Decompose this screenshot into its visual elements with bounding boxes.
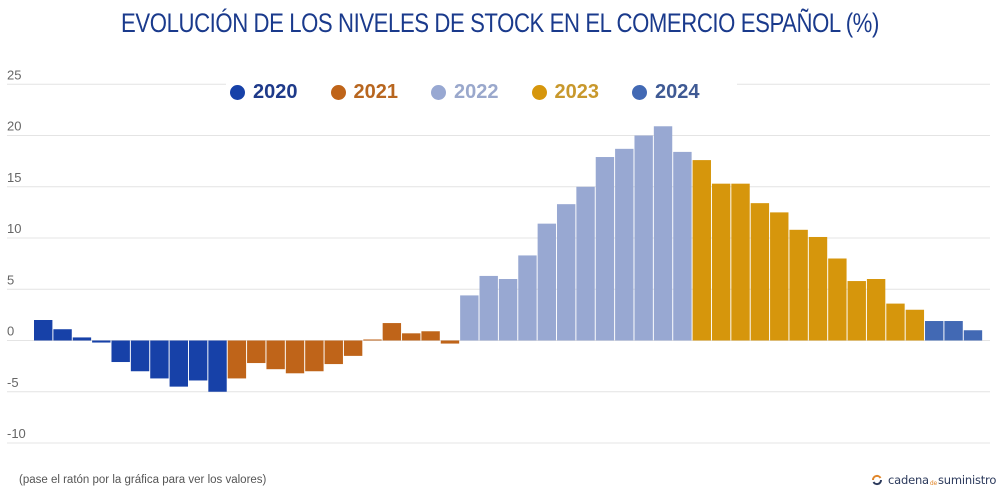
bar-2022-29[interactable]: 2022: 17.9 — [595, 157, 615, 341]
legend-item-2023[interactable]: 2023 — [531, 81, 600, 104]
bar-2022-23[interactable]: 2022: 6.3 — [479, 275, 498, 341]
bars: 2020: 22020: 1.12020: 0.32020: -0.22020:… — [34, 126, 983, 392]
legend-marker-2021 — [330, 85, 346, 100]
bar-2023-39[interactable]: 2023: 10.8 — [789, 229, 808, 341]
bar-2023-43[interactable]: 2023: 6 — [866, 279, 886, 341]
y-tick-label: 15 — [7, 170, 21, 185]
legend-item-2024[interactable]: 2024 — [632, 81, 700, 104]
bar-2024-46[interactable]: 2024: 1.9 — [925, 321, 944, 341]
bar-2023-41[interactable]: 2023: 8 — [828, 258, 847, 341]
y-tick-label: -10 — [7, 426, 26, 441]
hover-instruction-note: (pase el ratón por la gráfica para ver l… — [19, 474, 267, 486]
bar-2021-16[interactable]: 2021: -1.5 — [343, 340, 363, 356]
legend-marker-2023 — [531, 85, 547, 100]
bar-2022-28[interactable]: 2022: 15 — [576, 186, 595, 341]
bar-2023-35[interactable]: 2023: 15.3 — [711, 183, 731, 341]
legend-label-2023: 2023 — [554, 81, 600, 103]
legend-item-2021[interactable]: 2021 — [330, 81, 399, 104]
legend: 2020 2021 2022 2023 2024 — [226, 81, 737, 104]
bar-2021-15[interactable]: 2021: -2.3 — [324, 340, 343, 365]
bar-2020-4[interactable]: 2020: -2.1 — [111, 340, 130, 363]
bar-2020-5[interactable]: 2020: -3 — [130, 340, 150, 372]
bar-2022-30[interactable]: 2022: 18.7 — [615, 148, 634, 341]
logo-text: cadenadesuministro — [888, 473, 996, 487]
bar-2024-48[interactable]: 2024: 1 — [963, 330, 983, 341]
bar-2021-10[interactable]: 2021: -3.7 — [227, 340, 247, 379]
bar-2022-26[interactable]: 2022: 11.4 — [537, 223, 557, 341]
y-tick-label: 10 — [7, 221, 21, 236]
bar-2021-12[interactable]: 2021: -2.8 — [266, 340, 285, 370]
legend-item-2020[interactable]: 2020 — [230, 81, 298, 104]
bar-2022-22[interactable]: 2022: 4.4 — [460, 295, 479, 341]
y-tick-label: -5 — [7, 375, 19, 390]
bar-2023-36[interactable]: 2023: 15.3 — [731, 183, 750, 341]
legend-marker-2024 — [632, 85, 647, 100]
bar-2022-27[interactable]: 2022: 13.3 — [556, 204, 576, 341]
bar-2021-21[interactable]: 2021: -0.3 — [440, 340, 460, 344]
bar-2021-18[interactable]: 2021: 1.7 — [382, 323, 402, 341]
bar-2020-8[interactable]: 2020: -3.9 — [188, 340, 208, 381]
bar-2020-9[interactable]: 2020: -5 — [208, 340, 227, 392]
bar-2023-40[interactable]: 2023: 10.1 — [808, 236, 828, 341]
legend-label-2021: 2021 — [353, 81, 399, 103]
logo-text-main: cadena — [888, 473, 929, 487]
bar-2021-20[interactable]: 2021: 0.9 — [421, 331, 440, 341]
bar-2020-2[interactable]: 2020: 0.3 — [72, 337, 92, 341]
logo-text-end: suministro — [938, 473, 997, 487]
gridlines — [7, 83, 990, 444]
bar-2021-19[interactable]: 2021: 0.7 — [402, 333, 421, 341]
bar-2020-7[interactable]: 2020: -4.5 — [169, 340, 188, 387]
bar-2022-24[interactable]: 2022: 6 — [498, 279, 518, 341]
bar-2021-14[interactable]: 2021: -3 — [305, 340, 324, 372]
bar-2024-47[interactable]: 2024: 1.9 — [944, 321, 963, 341]
y-tick-label: 25 — [7, 67, 21, 82]
bar-2023-38[interactable]: 2023: 12.5 — [770, 212, 789, 341]
y-tick-label: 20 — [7, 119, 21, 134]
chart-title: EVOLUCIÓN DE LOS NIVELES DE STOCK EN EL … — [121, 8, 879, 38]
bar-2023-34[interactable]: 2023: 17.6 — [692, 160, 711, 341]
y-tick-label: 0 — [7, 324, 14, 339]
legend-label-2024: 2024 — [655, 81, 700, 103]
logo-text-small: de — [929, 480, 937, 487]
bar-2023-42[interactable]: 2023: 5.8 — [847, 281, 866, 341]
legend-marker-2022 — [431, 85, 446, 100]
bar-2022-32[interactable]: 2022: 20.9 — [653, 126, 673, 341]
bar-2020-3[interactable]: 2020: -0.2 — [92, 340, 111, 343]
bar-2023-45[interactable]: 2023: 3 — [905, 309, 925, 341]
bar-2023-37[interactable]: 2023: 13.4 — [750, 203, 770, 341]
circular-arrows-icon — [871, 474, 883, 486]
legend-marker-2020 — [230, 85, 245, 100]
legend-label-2022: 2022 — [454, 81, 499, 103]
bar-2021-13[interactable]: 2021: -3.2 — [285, 340, 305, 374]
bar-2022-31[interactable]: 2022: 20 — [634, 135, 653, 341]
bar-2020-1[interactable]: 2020: 1.1 — [53, 329, 72, 341]
bar-2022-25[interactable]: 2022: 8.3 — [518, 255, 537, 341]
bar-2021-11[interactable]: 2021: -2.2 — [247, 340, 266, 364]
bar-2020-6[interactable]: 2020: -3.7 — [150, 340, 169, 379]
legend-item-2022[interactable]: 2022 — [431, 81, 499, 104]
y-axis-tick-labels: 25 20 15 10 5 0 -5 -10 — [7, 67, 26, 441]
bar-2021-17[interactable]: 2021: 0.1 — [363, 339, 382, 341]
bar-2022-33[interactable]: 2022: 18.4 — [673, 151, 692, 341]
publisher-logo[interactable]: cadenadesuministro — [871, 473, 996, 487]
bar-2020-0[interactable]: 2020: 2 — [34, 320, 53, 341]
legend-label-2020: 2020 — [253, 81, 298, 103]
y-tick-label: 5 — [7, 272, 14, 287]
bar-2023-44[interactable]: 2023: 3.6 — [886, 303, 905, 341]
